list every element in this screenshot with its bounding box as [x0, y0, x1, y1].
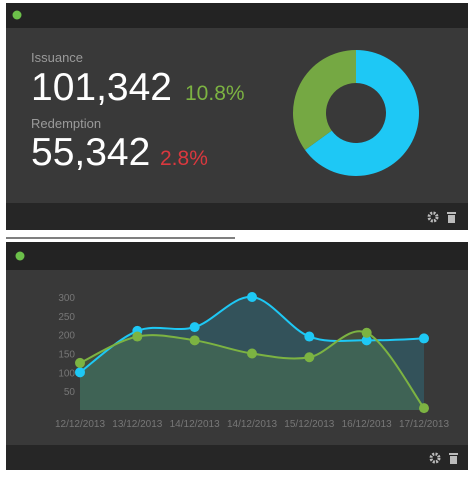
- kpi-change: 2.8%: [160, 147, 208, 170]
- y-tick-label: 100: [58, 368, 75, 379]
- data-point: [189, 322, 200, 333]
- y-tick-label: 200: [58, 331, 75, 342]
- x-tick-label: 15/12/2013: [284, 419, 334, 430]
- status-dot: [12, 10, 22, 20]
- x-tick-label: 13/12/2013: [112, 419, 162, 430]
- data-point: [189, 335, 200, 346]
- data-point: [419, 403, 429, 414]
- widget-footer: [6, 203, 468, 230]
- data-point: [304, 331, 315, 342]
- x-tick-label: 14/12/2013: [227, 419, 277, 430]
- y-tick-label: 300: [58, 293, 75, 304]
- y-tick-label: 50: [64, 387, 76, 398]
- widget-footer: [6, 445, 468, 470]
- donut-slice: [293, 50, 356, 151]
- widget-header: [6, 242, 468, 270]
- data-point: [75, 367, 85, 378]
- x-tick-label: 12/12/2013: [55, 419, 105, 430]
- kpi-label: Issuance: [31, 50, 83, 65]
- data-point: [304, 352, 315, 363]
- x-tick-label: 16/12/2013: [342, 419, 392, 430]
- settings-icon[interactable]: [429, 452, 441, 464]
- kpi-change: 10.8%: [185, 82, 245, 105]
- donut-chart: [293, 50, 419, 177]
- line-chart: 50 100 150 200 250 300 12/12/2013 13/12/2013 14/…: [55, 292, 449, 430]
- status-dot: [15, 251, 25, 261]
- x-tick-label: 17/12/2013: [399, 419, 449, 430]
- data-point: [361, 335, 372, 346]
- kpi-value: 101,342: [31, 66, 172, 109]
- delete-icon[interactable]: [449, 453, 458, 464]
- x-tick-label: 14/12/2013: [170, 419, 220, 430]
- data-point: [247, 292, 257, 302]
- data-point: [361, 327, 372, 338]
- kpi-label: Redemption: [31, 116, 101, 131]
- data-point: [247, 348, 257, 359]
- data-point: [75, 357, 85, 368]
- widget-header: [6, 3, 468, 28]
- y-tick-label: 150: [58, 350, 75, 361]
- data-point: [419, 333, 429, 344]
- data-point: [132, 331, 143, 342]
- series-area: [80, 331, 424, 410]
- donut-slice: [305, 50, 419, 177]
- y-tick-label: 250: [58, 312, 75, 323]
- settings-icon[interactable]: [427, 211, 439, 223]
- kpi-value: 55,342: [31, 131, 150, 174]
- delete-icon[interactable]: [447, 212, 456, 223]
